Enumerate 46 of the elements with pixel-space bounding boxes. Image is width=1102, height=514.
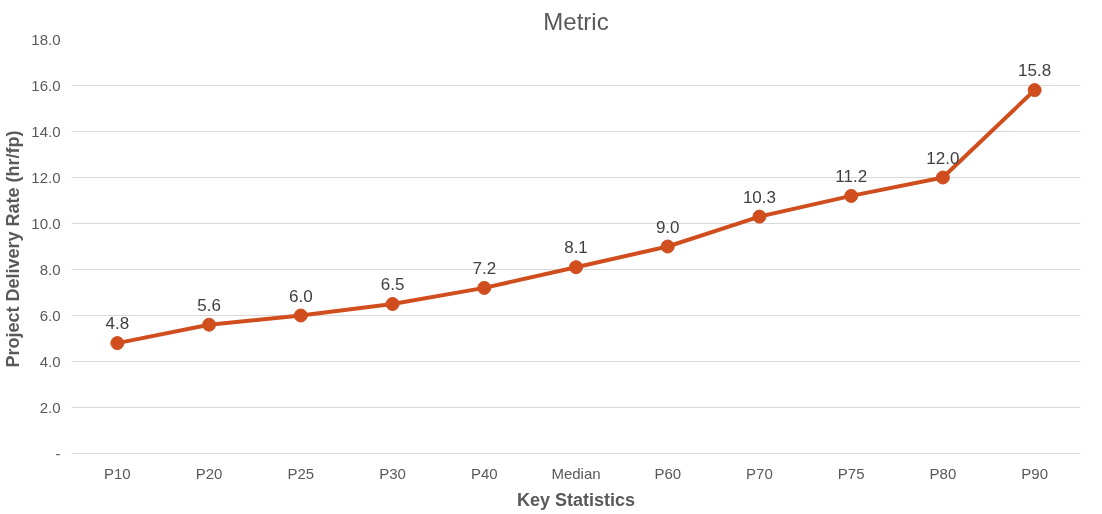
point [293,308,308,323]
x-tick-label: P40 [470,464,498,482]
x-tick-label: P70 [746,464,773,482]
data-label: 7.2 [472,258,497,278]
y-axis-title: Project Delivery Rate (hr/fp) [3,130,24,368]
point [110,336,125,351]
x-tick-label: P10 [104,464,131,482]
y-tick-label: 4.0 [39,352,61,370]
x-tick-label: P60 [654,464,682,482]
point [935,170,950,185]
data-label: 5.6 [197,295,221,315]
data-label: 9.0 [655,217,680,237]
data-label: 11.2 [835,166,868,186]
point [477,280,492,295]
point [202,317,217,332]
x-tick-label: P25 [287,464,315,482]
x-tick-label: P30 [379,464,406,482]
data-label: 10.3 [742,187,776,207]
y-tick-label: 12.0 [31,168,61,186]
y-tick-label: 10.0 [31,214,61,232]
y-tick-label: 2.0 [39,398,61,416]
point [385,297,400,311]
x-tick-label: P75 [837,464,865,482]
data-label: 6.0 [289,286,313,306]
x-tick-label: P80 [929,464,957,482]
point [569,260,583,275]
data-label: 6.5 [380,275,405,294]
x-tick-label: P20 [195,464,223,482]
x-tick-label: P90 [1021,464,1048,482]
y-tick-label: 14.0 [31,122,61,140]
x-tick-label: Median [551,464,601,482]
data-label: 15.8 [1018,61,1052,81]
y-tick-label: 6.0 [39,306,61,324]
y-tick-label: 18.0 [31,30,61,48]
point [660,239,675,254]
data-label: 12.0 [926,148,960,168]
point [1027,83,1042,98]
y-tick-label: - [55,444,61,462]
x-axis-title: Key Statistics [516,489,636,510]
point [752,209,767,224]
y-tick-label: 8.0 [39,260,61,278]
data-label: 4.8 [105,314,130,334]
data-label: 8.1 [564,238,588,258]
point [844,188,859,203]
y-tick-label: 16.0 [31,76,61,94]
chart-title: Metric [543,7,609,35]
